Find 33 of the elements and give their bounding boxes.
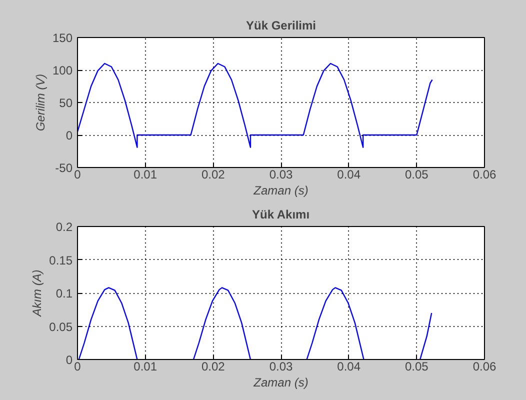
x-tick-label: 0.03 [269, 168, 294, 182]
y-axis-title: Gerilim (V) [33, 74, 48, 132]
x-tick-label: 0.01 [134, 168, 158, 182]
line-series [306, 287, 364, 360]
x-tick-label: 0.04 [337, 168, 361, 182]
x-tick-label: 0.03 [269, 360, 294, 374]
x-tick-label: 0.01 [134, 360, 158, 374]
y-tick-label: 0.2 [56, 220, 73, 234]
x-tick-label: 0.05 [404, 168, 429, 182]
y-tick-label: 0 [66, 128, 73, 142]
y-tick-label: 150 [52, 31, 73, 45]
x-axis-title: Zaman (s) [252, 376, 308, 390]
y-tick-label: 100 [52, 64, 73, 78]
x-tick-label: 0 [74, 360, 82, 374]
x-axis-title: Zaman (s) [252, 184, 308, 198]
line-series [78, 62, 433, 148]
x-tick-label: 0.02 [201, 168, 226, 182]
chart-title: Yük Akımı [252, 208, 310, 222]
y-tick-label: 0.1 [56, 286, 73, 300]
y-axis-title: Akım (A) [30, 270, 44, 318]
y-tick-label: 0.15 [49, 253, 73, 268]
y-tick-label: 50 [59, 96, 73, 110]
x-tick-label: 0.05 [404, 360, 429, 374]
line-series [78, 287, 138, 360]
x-tick-label: 0.06 [472, 360, 497, 374]
x-tick-label: 0.04 [337, 360, 361, 374]
x-tick-label: 0.06 [472, 168, 497, 182]
chart-title: Yük Gerilimi [246, 18, 316, 32]
x-tick-label: 0.02 [201, 360, 226, 374]
line-series [192, 287, 252, 360]
y-tick-label: 0.05 [49, 320, 73, 334]
x-tick-label: 0 [74, 168, 82, 182]
y-tick-label: -50 [55, 161, 73, 175]
